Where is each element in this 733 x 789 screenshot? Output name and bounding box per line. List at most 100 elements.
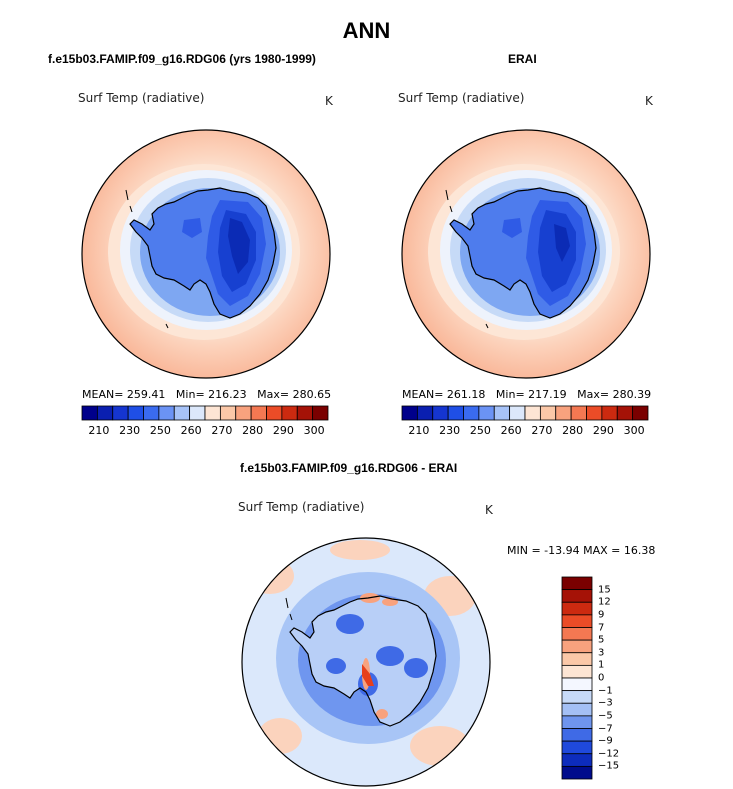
colorbar-swatch: [561, 753, 593, 767]
colorbar-swatch: [235, 405, 252, 421]
warm-anomaly: [330, 540, 390, 560]
colorbar-tick-label: 3: [598, 647, 605, 659]
colorbar-tick-label: 290: [592, 424, 614, 437]
coastline: [129, 187, 277, 319]
map-boundary: [401, 129, 651, 379]
colorbar-tick-label: 260: [180, 424, 202, 437]
colorbar-tick-label: 0: [598, 672, 605, 684]
plateau-cold-core: [228, 218, 250, 274]
colorbar-swatch: [561, 690, 593, 704]
cold-anomaly: [404, 658, 428, 678]
panel-1-map: [81, 129, 331, 379]
colorbar-swatch: [493, 405, 511, 421]
colorbar-tick-label: −1: [598, 685, 613, 697]
map-boundary: [241, 537, 491, 787]
map-boundary: [81, 129, 331, 379]
colorbar-tick-label: 250: [149, 424, 171, 437]
panel-3-minmax: MIN = -13.94 MAX = 16.38: [507, 544, 656, 557]
page-title: ANN: [342, 18, 391, 43]
colorbar-tick-label: −12: [598, 748, 620, 760]
max-value: 280.39: [612, 388, 652, 401]
panel-2-variable: Surf Temp (radiative): [398, 91, 525, 105]
coastline: [449, 187, 597, 319]
max-label: Max=: [577, 388, 610, 401]
colorbar-swatch: [509, 405, 526, 421]
colorbar-tick-label: 260: [500, 424, 522, 437]
colorbar-tick-label: 270: [531, 424, 553, 437]
colorbar-swatch: [401, 405, 418, 421]
warm-anomaly: [246, 558, 294, 594]
colorbar-tick-label: 1: [598, 659, 605, 671]
panel-1-colorbar-labels: 210 230 250 260 270 280 290 300: [82, 424, 328, 438]
panel-1-units: K: [325, 94, 333, 108]
colorbar-tick-label: 12: [598, 596, 611, 608]
panel-2-units: K: [645, 94, 653, 108]
panel-2-stats: MEAN= 261.18 Min= 217.19 Max= 280.39: [402, 388, 651, 401]
colorbar-swatch: [561, 652, 593, 666]
min-value: 217.19: [528, 388, 567, 401]
colorbar-swatch: [561, 627, 593, 641]
panel-1-colorbar: [81, 405, 329, 421]
panel-3-title: f.e15b03.FAMIP.f09_g16.RDG06 - ERAI: [240, 461, 458, 475]
warm-anomaly: [410, 726, 470, 766]
colorbar-swatch: [158, 405, 175, 421]
colorbar-swatch: [112, 405, 129, 421]
colorbar-swatch: [561, 702, 593, 717]
colorbar-tick-label: 300: [303, 424, 325, 437]
colorbar-swatch: [586, 405, 603, 421]
mean-value: 259.41: [126, 388, 166, 401]
colorbar-swatch: [447, 405, 464, 421]
antarctica-anomaly: [290, 596, 436, 726]
colorbar-tick-label: 300: [623, 424, 645, 437]
colorbar-swatch: [561, 576, 593, 591]
colorbar-swatch: [189, 405, 206, 421]
colorbar-swatch: [524, 405, 541, 421]
ross-ice-shelf: [182, 218, 202, 238]
colorbar-swatch: [561, 715, 593, 729]
coastline: [289, 595, 437, 727]
colorbar-swatch: [266, 405, 283, 421]
colorbar-tick-label: 210: [88, 424, 110, 437]
colorbar-swatch: [296, 405, 314, 421]
panel-1-title: f.e15b03.FAMIP.f09_g16.RDG06 (yrs 1980-1…: [48, 52, 316, 66]
colorbar-tick-label: 230: [439, 424, 461, 437]
colorbar-swatch: [173, 405, 191, 421]
colorbar-tick-label: 9: [598, 609, 605, 621]
colorbar-tick-label: 280: [242, 424, 264, 437]
mean-value: 261.18: [446, 388, 486, 401]
colorbar-swatch: [539, 405, 557, 421]
mean-label: MEAN=: [402, 388, 444, 401]
colorbar-tick-label: 15: [598, 584, 611, 596]
colorbar-swatch: [616, 405, 634, 421]
colorbar-swatch: [561, 677, 593, 692]
plateau-cold-core: [554, 224, 570, 262]
colorbar-tick-label: 280: [562, 424, 584, 437]
panel-3-colorbar: [561, 576, 593, 780]
colorbar-swatch: [250, 405, 267, 421]
cold-anomaly: [326, 658, 346, 674]
colorbar-swatch: [561, 740, 593, 755]
colorbar-tick-label: 250: [469, 424, 491, 437]
colorbar-tick-label: −3: [598, 697, 613, 709]
island-outlines: [445, 189, 489, 329]
colorbar-tick-label: 270: [211, 424, 233, 437]
max-label: Max=: [257, 388, 290, 401]
colorbar-tick-label: 7: [598, 622, 605, 633]
colorbar-swatch: [561, 589, 593, 603]
colorbar-swatch: [561, 639, 593, 654]
colorbar-swatch: [561, 765, 593, 780]
colorbar-swatch: [601, 405, 618, 421]
min-label: Min=: [495, 388, 525, 401]
warm-anomaly: [376, 709, 388, 719]
island-outlines: [125, 189, 169, 329]
colorbar-swatch: [432, 405, 449, 421]
colorbar-swatch: [555, 405, 572, 421]
ross-ice-shelf: [502, 218, 522, 238]
colorbar-swatch: [281, 405, 298, 421]
panel-3-difference-map: [241, 537, 491, 787]
colorbar-tick-label: 210: [408, 424, 430, 437]
panel-1-variable: Surf Temp (radiative): [78, 91, 205, 105]
panel-3-colorbar-labels: 15 12 9 7 5 3 1 0 −1 −3 −5 −7 −9 −12 −15: [598, 577, 628, 779]
colorbar-swatch: [127, 405, 144, 421]
colorbar-tick-label: 5: [598, 634, 605, 646]
